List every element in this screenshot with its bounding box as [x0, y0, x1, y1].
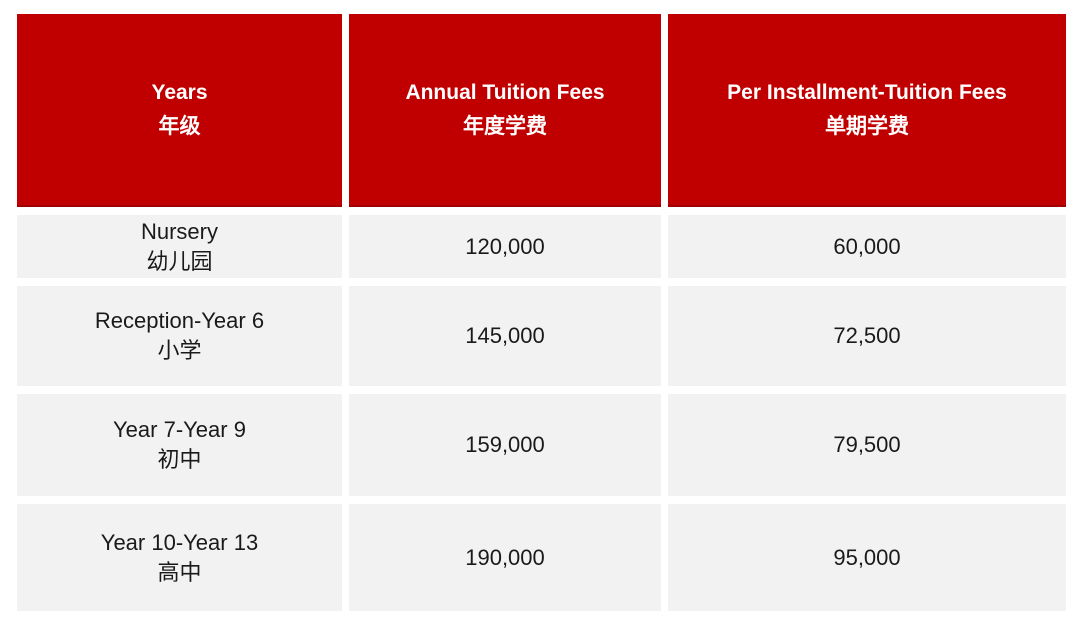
annual-fee-nursery: 120,000 — [349, 215, 661, 278]
row-label-year7-year9: Year 7-Year 9 初中 — [17, 394, 342, 496]
column-header-years-en: Years — [151, 80, 208, 104]
annual-fee-year7-year9: 159,000 — [349, 394, 661, 496]
row-label-nursery-zh: 幼儿园 — [146, 248, 213, 274]
row-label-reception-year6: Reception-Year 6 小学 — [17, 286, 342, 386]
tuition-fee-table: Years 年级 Annual Tuition Fees 年度学费 Per In… — [17, 14, 1066, 611]
column-header-annual-fees: Annual Tuition Fees 年度学费 — [349, 14, 661, 207]
row-label-nursery: Nursery 幼儿园 — [17, 215, 342, 278]
annual-fee-reception-year6: 145,000 — [349, 286, 661, 386]
installment-fee-nursery: 60,000 — [668, 215, 1066, 278]
row-label-reception-year6-zh: 小学 — [157, 338, 202, 363]
column-header-annual-fees-en: Annual Tuition Fees — [405, 80, 605, 104]
installment-fee-year10-year13: 95,000 — [668, 504, 1066, 611]
installment-fee-reception-year6: 72,500 — [668, 286, 1066, 386]
row-label-year7-year9-en: Year 7-Year 9 — [113, 417, 246, 442]
column-header-installment-fees-en: Per Installment-Tuition Fees — [727, 80, 1007, 104]
column-header-years: Years 年级 — [17, 14, 342, 207]
column-header-installment-fees-zh: 单期学费 — [825, 114, 909, 138]
column-header-annual-fees-zh: 年度学费 — [463, 114, 547, 138]
annual-fee-year10-year13: 190,000 — [349, 504, 661, 611]
row-label-nursery-en: Nursery — [140, 218, 218, 244]
column-header-years-zh: 年级 — [158, 114, 201, 138]
installment-fee-year7-year9: 79,500 — [668, 394, 1066, 496]
row-label-year10-year13-en: Year 10-Year 13 — [100, 529, 259, 555]
row-label-year10-year13: Year 10-Year 13 高中 — [17, 504, 342, 611]
row-label-reception-year6-en: Reception-Year 6 — [94, 308, 265, 333]
column-header-installment-fees: Per Installment-Tuition Fees 单期学费 — [668, 14, 1066, 207]
row-label-year7-year9-zh: 初中 — [157, 447, 202, 472]
row-label-year10-year13-zh: 高中 — [157, 559, 202, 585]
